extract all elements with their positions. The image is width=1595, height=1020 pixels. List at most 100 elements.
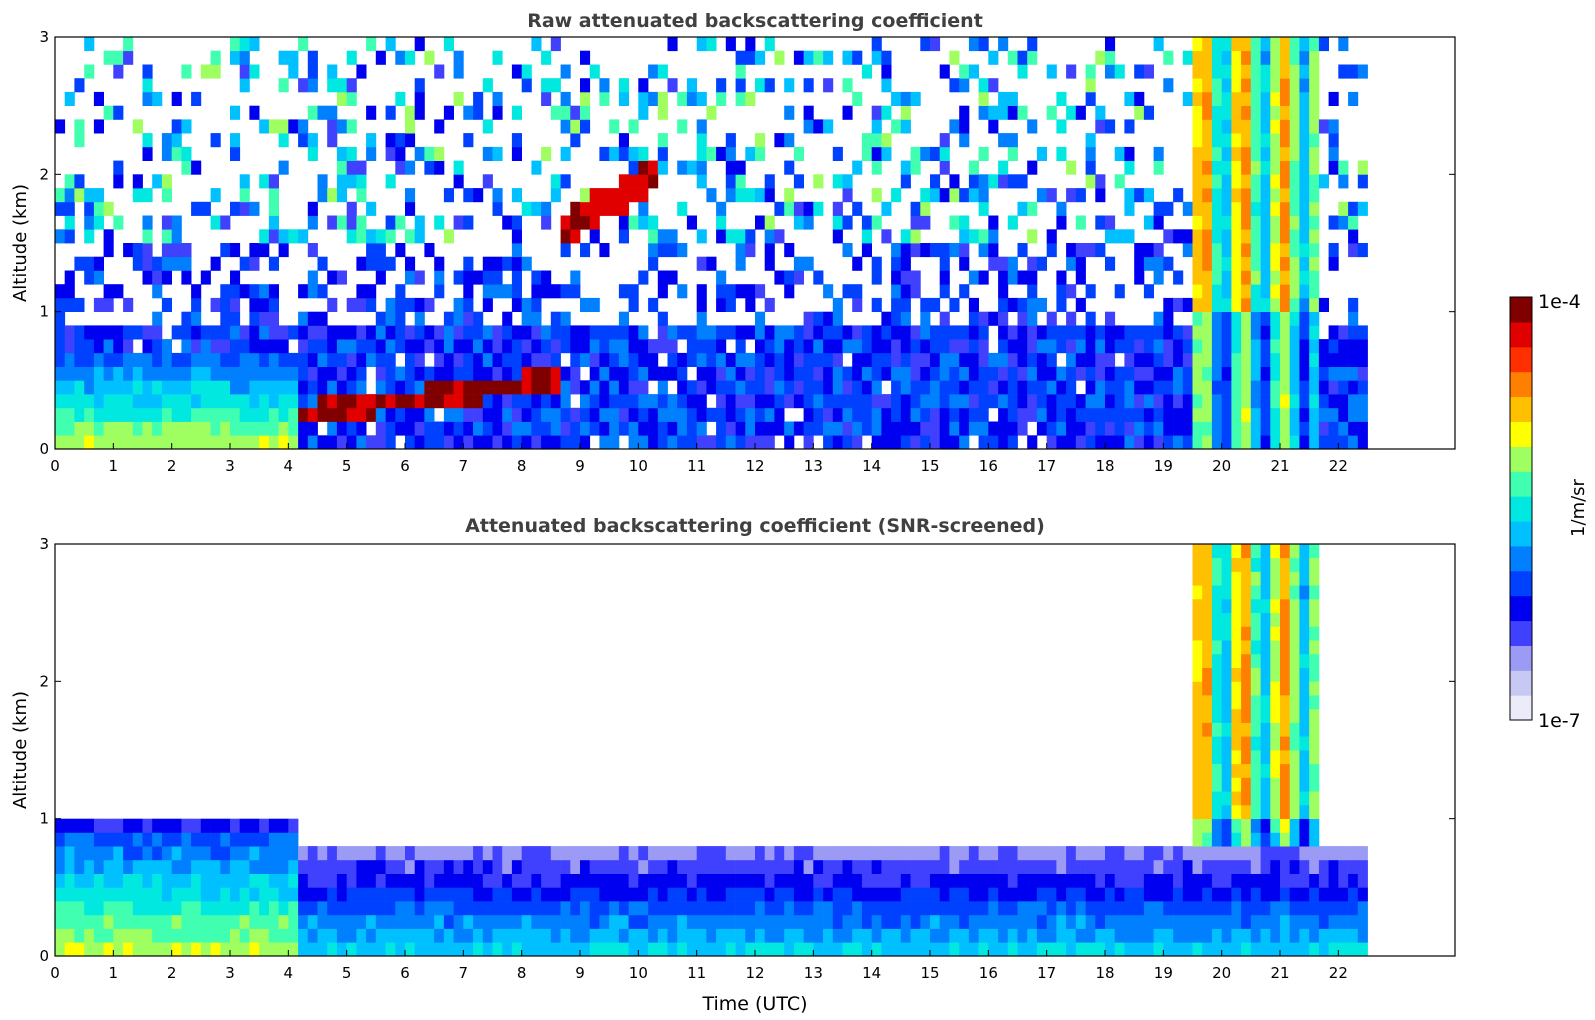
heatmap-cell [725, 188, 736, 203]
heatmap-cell [473, 407, 484, 422]
heatmap-cell [64, 366, 75, 381]
heatmap-cell [832, 380, 843, 395]
heatmap-cell [1231, 804, 1242, 819]
heatmap-cell [930, 914, 941, 929]
heatmap-cell [920, 339, 931, 354]
heatmap-cell [288, 119, 299, 134]
heatmap-cell [1202, 215, 1213, 230]
heatmap-cell [502, 846, 513, 861]
heatmap-cell [648, 407, 659, 422]
heatmap-cell [327, 105, 338, 120]
heatmap-cell [725, 942, 736, 957]
heatmap-cell [978, 91, 989, 106]
heatmap-cell [1250, 887, 1261, 902]
heatmap-cell [1241, 119, 1252, 134]
heatmap-cell [1202, 557, 1213, 572]
heatmap-cell [891, 91, 902, 106]
heatmap-cell [1250, 708, 1261, 723]
heatmap-cell [706, 887, 717, 902]
heatmap-cell [1357, 380, 1368, 395]
heatmap-cell [1105, 859, 1116, 874]
heatmap-cell [910, 284, 921, 299]
heatmap-cell [473, 859, 484, 874]
heatmap-cell [473, 928, 484, 943]
heatmap-cell [317, 873, 328, 888]
heatmap-cell [842, 914, 853, 929]
heatmap-cell [1299, 653, 1310, 668]
heatmap-cell [1163, 256, 1174, 271]
heatmap-cell [1231, 763, 1242, 778]
heatmap-cell [395, 297, 406, 312]
heatmap-cell [210, 64, 221, 79]
heatmap-cell [628, 914, 639, 929]
heatmap-cell [1066, 256, 1077, 271]
heatmap-cell [1105, 256, 1116, 271]
heatmap-cell [696, 873, 707, 888]
heatmap-cell [570, 270, 581, 285]
heatmap-cell [113, 352, 124, 367]
heatmap-cell [949, 297, 960, 312]
heatmap-cell [123, 435, 134, 450]
heatmap-cell [1066, 942, 1077, 957]
heatmap-cell [1192, 201, 1203, 216]
heatmap-cell [1202, 394, 1213, 409]
heatmap-cell [74, 394, 85, 409]
heatmap-cell [375, 435, 386, 450]
heatmap-cell [1309, 544, 1320, 559]
heatmap-cell [550, 394, 561, 409]
heatmap-cell [1309, 598, 1320, 613]
heatmap-cell [55, 201, 66, 216]
heatmap-cell [618, 91, 629, 106]
heatmap-cell [210, 846, 221, 861]
heatmap-cell [1338, 380, 1349, 395]
heatmap-cell [832, 146, 843, 161]
heatmap-cell [531, 928, 542, 943]
heatmap-cell [1085, 91, 1096, 106]
heatmap-cell [1250, 791, 1261, 806]
heatmap-cell [443, 846, 454, 861]
heatmap-cell [803, 435, 814, 450]
heatmap-cell [1241, 284, 1252, 299]
heatmap-cell [628, 119, 639, 134]
heatmap-cell [1007, 270, 1018, 285]
heatmap-cell [638, 873, 649, 888]
heatmap-cell [998, 394, 1009, 409]
heatmap-cell [939, 407, 950, 422]
heatmap-cell [1163, 928, 1174, 943]
heatmap-cell [1270, 297, 1281, 312]
heatmap-cell [1328, 928, 1339, 943]
heatmap-cell [239, 174, 250, 189]
heatmap-cell [113, 284, 124, 299]
heatmap-cell [405, 339, 416, 354]
heatmap-cell [482, 942, 493, 957]
heatmap-cell [988, 78, 999, 93]
heatmap-cell [755, 325, 766, 340]
heatmap-cell [1153, 37, 1164, 52]
heatmap-cell [968, 846, 979, 861]
heatmap-cell [142, 215, 153, 230]
heatmap-cell [949, 942, 960, 957]
heatmap-cell [930, 366, 941, 381]
heatmap-cell [268, 256, 279, 271]
heatmap-cell [1241, 612, 1252, 627]
heatmap-cell [570, 366, 581, 381]
heatmap-cell [1280, 942, 1291, 957]
heatmap-cell [103, 942, 114, 957]
heatmap-cell [813, 270, 824, 285]
heatmap-cell [1027, 270, 1038, 285]
heatmap-cell [1046, 435, 1057, 450]
heatmap-cell [1241, 873, 1252, 888]
heatmap-cell [1338, 160, 1349, 175]
heatmap-cell [103, 873, 114, 888]
heatmap-cell [1134, 256, 1145, 271]
heatmap-cell [861, 243, 872, 258]
heatmap-cell [64, 928, 75, 943]
heatmap-cell [375, 407, 386, 422]
heatmap-cell [346, 339, 357, 354]
heatmap-cell [823, 407, 834, 422]
heatmap-cell [1280, 421, 1291, 436]
heatmap-cell [1153, 146, 1164, 161]
heatmap-cell [793, 339, 804, 354]
heatmap-cell [346, 394, 357, 409]
heatmap-cell [191, 201, 202, 216]
